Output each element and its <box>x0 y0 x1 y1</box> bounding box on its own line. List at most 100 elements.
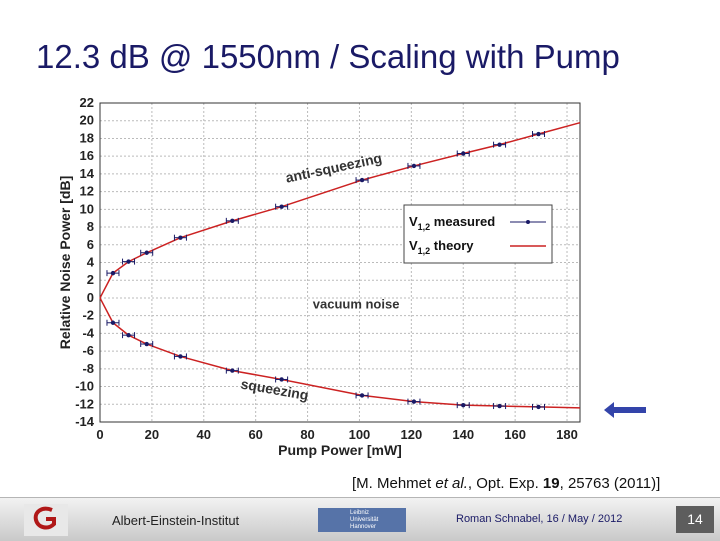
point-marker <box>110 320 116 325</box>
y-tick-label: 2 <box>87 272 94 287</box>
x-tick-label: 20 <box>145 427 159 442</box>
data-point <box>531 131 545 138</box>
annotation-squeezing: squeezing <box>240 376 310 404</box>
x-tick-label: 60 <box>248 427 262 442</box>
chart-grid <box>99 102 580 423</box>
x-tick-label: 0 <box>96 427 103 442</box>
data-point <box>275 203 289 210</box>
point-marker <box>110 270 116 276</box>
data-point <box>140 341 154 348</box>
data-point <box>355 392 369 399</box>
point-marker <box>497 403 502 409</box>
data-point <box>106 319 120 326</box>
x-tick-label: 160 <box>504 427 526 442</box>
left-arrow-icon <box>604 402 646 418</box>
data-point <box>140 249 154 256</box>
y-tick-label: 8 <box>87 219 94 234</box>
data-point <box>407 162 421 169</box>
data-point <box>173 353 187 360</box>
x-tick-label: 120 <box>400 427 422 442</box>
noise-power-chart: 0 20 40 60 80 100 120 140 160 180-14-12-10-8-6-4-… <box>57 95 581 458</box>
y-tick-label: 4 <box>87 255 95 270</box>
uni-logo-line-1: Leibniz <box>350 510 370 516</box>
data-point <box>531 403 545 410</box>
data-point <box>225 217 239 224</box>
point-marker <box>359 177 365 183</box>
y-tick-label: -10 <box>75 379 94 394</box>
point-marker <box>461 402 466 408</box>
page-number: 14 <box>676 506 714 533</box>
university-logo: Leibniz Universität Hannover <box>318 508 406 532</box>
data-point <box>456 150 470 157</box>
aei-logo-icon <box>24 504 68 536</box>
author-date: Roman Schnabel, 16 / May / 2012 <box>456 513 623 525</box>
y-axis-label: Relative Noise Power [dB] <box>57 176 73 350</box>
uni-logo-line-3: Hannover <box>350 524 377 530</box>
legend-marker-measured <box>526 220 530 224</box>
axis-ticks: 0 20 40 60 80 100 120 140 160 180-14-12-10-8-6-4-… <box>75 95 578 442</box>
point-marker <box>536 404 541 410</box>
institute-name: Albert-Einstein-Institut <box>112 513 240 528</box>
point-marker <box>497 142 502 147</box>
point-marker <box>126 259 131 264</box>
uni-logo-line-2: Universität <box>350 517 379 523</box>
y-tick-label: -6 <box>82 343 94 358</box>
plot-frame <box>99 102 581 423</box>
y-tick-label: 18 <box>80 130 94 145</box>
x-tick-label: 100 <box>349 427 371 442</box>
data-point <box>225 367 239 374</box>
y-tick-label: 22 <box>80 95 94 110</box>
citation: [M. Mehmet et al., Opt. Exp. 19, 25763 (… <box>352 475 661 492</box>
data-point <box>407 398 421 405</box>
point-marker <box>279 204 284 209</box>
x-axis-label: Pump Power [mW] <box>278 442 402 458</box>
point-marker <box>411 163 417 169</box>
data-point <box>106 270 120 277</box>
data-point <box>493 403 507 410</box>
x-tick-label: 40 <box>197 427 211 442</box>
point-marker <box>359 393 365 398</box>
point-marker <box>230 368 235 373</box>
point-marker <box>461 151 466 156</box>
point-marker <box>178 354 183 359</box>
y-tick-label: -14 <box>75 414 95 429</box>
y-tick-label: -8 <box>82 361 94 376</box>
data-point <box>355 177 369 184</box>
data-point <box>456 402 470 409</box>
point-marker <box>279 377 284 382</box>
data-point <box>122 258 136 265</box>
y-tick-label: 10 <box>80 201 94 216</box>
data-point <box>275 376 289 383</box>
y-tick-label: -2 <box>82 308 94 323</box>
point-marker <box>536 131 541 137</box>
x-tick-label: 180 <box>556 427 578 442</box>
legend-label-measured: V1,2 measured <box>409 214 495 232</box>
measured-points <box>106 131 545 410</box>
y-tick-label: 14 <box>80 166 95 181</box>
point-marker <box>144 250 149 255</box>
y-tick-label: 12 <box>80 184 94 199</box>
point-marker <box>411 399 417 404</box>
point-marker <box>126 332 131 338</box>
theory-curve-1 <box>99 297 581 409</box>
data-point <box>173 234 187 241</box>
data-point <box>493 141 507 148</box>
y-tick-label: 20 <box>80 113 94 128</box>
point-marker <box>178 235 183 240</box>
legend-label-theory: V1,2 theory <box>409 238 474 256</box>
footer-bar: Albert-Einstein-Institut Leibniz Univers… <box>0 497 720 541</box>
chart-legend: V1,2 measured V1,2 theory <box>403 204 553 264</box>
point-marker <box>230 218 235 224</box>
legend-box <box>403 204 553 264</box>
y-tick-label: 0 <box>87 290 94 305</box>
x-tick-label: 140 <box>452 427 474 442</box>
y-tick-label: 16 <box>80 148 94 163</box>
x-tick-label: 80 <box>300 427 314 442</box>
y-tick-label: -4 <box>82 325 94 340</box>
slide-title: 12.3 dB @ 1550nm / Scaling with Pump <box>36 38 620 75</box>
annotation-vacuum-noise: vacuum noise <box>313 297 400 312</box>
point-marker <box>144 341 149 347</box>
data-point <box>122 332 136 339</box>
y-tick-label: -12 <box>75 396 94 411</box>
y-tick-label: 6 <box>87 237 94 252</box>
